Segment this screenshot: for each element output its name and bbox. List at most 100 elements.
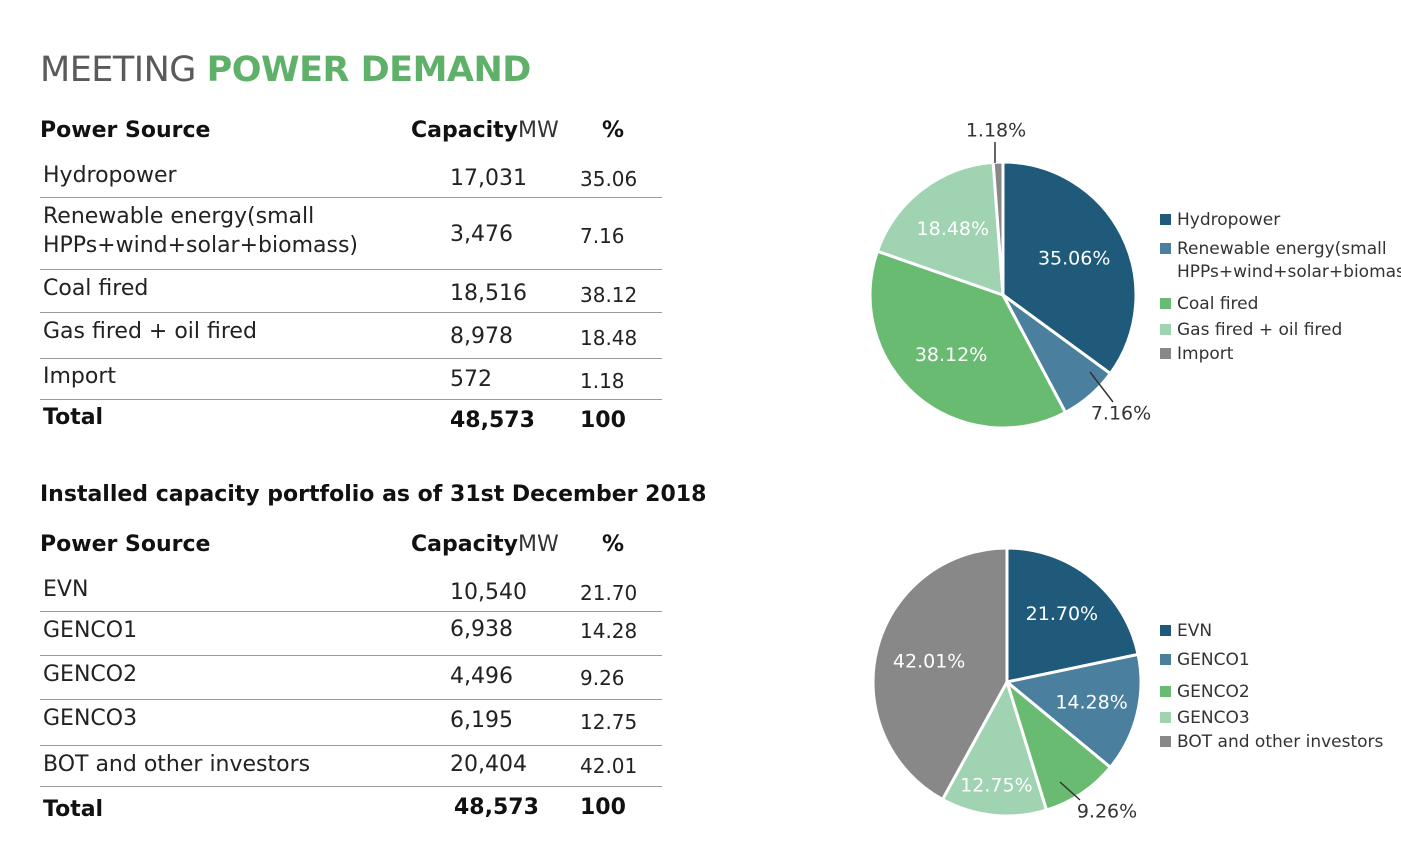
pie-slice bbox=[875, 160, 1005, 298]
legend-label: Hydropower bbox=[1177, 210, 1281, 230]
pie-data-label: 21.70% bbox=[1026, 603, 1098, 625]
pie-data-label: 7.16% bbox=[1091, 403, 1151, 425]
title-part-1: MEETING bbox=[40, 50, 207, 90]
table-row: Coal fired 18,516 38.12 bbox=[40, 270, 662, 313]
pie-data-label: 14.28% bbox=[1055, 691, 1127, 713]
legend-item: Hydropower bbox=[1160, 209, 1280, 231]
row-percent: 18.48 bbox=[580, 326, 638, 350]
pie-data-label: 18.48% bbox=[917, 218, 989, 240]
row-percent: 7.16 bbox=[580, 224, 625, 248]
pie-slice bbox=[1005, 546, 1140, 684]
table-row: Hydropower 17,031 35.06 bbox=[40, 156, 662, 198]
total-label: Total bbox=[43, 405, 104, 430]
legend-swatch bbox=[1160, 712, 1171, 723]
row-capacity: 17,031 bbox=[450, 166, 527, 191]
legend-label: Import bbox=[1177, 344, 1234, 364]
row-capacity: 6,195 bbox=[450, 708, 513, 733]
legend-item: Gas fired + oil fired bbox=[1160, 319, 1342, 341]
legend-label: EVN bbox=[1177, 621, 1213, 641]
legend-swatch bbox=[1160, 736, 1171, 747]
legend-swatch bbox=[1160, 625, 1171, 636]
legend-swatch bbox=[1160, 324, 1171, 335]
row-percent: 9.26 bbox=[580, 666, 625, 690]
table-row: GENCO2 4,496 9.26 bbox=[40, 656, 662, 700]
header-capacity-label: Capacity bbox=[411, 532, 519, 557]
legend-swatch bbox=[1160, 214, 1171, 225]
row-capacity: 8,978 bbox=[450, 324, 513, 349]
legend-swatch bbox=[1160, 298, 1171, 309]
legend-item: Coal fired bbox=[1160, 293, 1258, 315]
total-capacity: 48,573 bbox=[450, 408, 535, 433]
row-source: BOT and other investors bbox=[43, 752, 311, 777]
row-percent: 12.75 bbox=[580, 710, 638, 734]
pie-data-label: 12.75% bbox=[960, 774, 1032, 796]
row-percent: 35.06 bbox=[580, 167, 638, 191]
row-source: Hydropower bbox=[43, 163, 177, 188]
row-percent: 1.18 bbox=[580, 369, 625, 393]
row-source: Import bbox=[43, 364, 117, 389]
pie-data-label: 35.06% bbox=[1038, 247, 1110, 269]
row-capacity: 20,404 bbox=[450, 752, 527, 777]
total-label: Total bbox=[43, 797, 104, 822]
table-header: Power Source Capacity MW % bbox=[40, 532, 662, 570]
row-source: EVN bbox=[43, 577, 89, 602]
legend-label: Coal fired bbox=[1177, 294, 1259, 314]
table-row: EVN 10,540 21.70 bbox=[40, 570, 662, 612]
legend-item: EVN bbox=[1160, 620, 1212, 642]
pie-slice bbox=[871, 546, 1009, 802]
row-capacity: 10,540 bbox=[450, 580, 527, 605]
legend-item: GENCO3 bbox=[1160, 707, 1250, 729]
legend-label: Renewable energy(small HPPs+wind+solar+b… bbox=[1177, 239, 1401, 282]
row-percent: 21.70 bbox=[580, 581, 638, 605]
row-source: GENCO1 bbox=[43, 618, 138, 643]
row-source: Coal fired bbox=[43, 276, 149, 301]
title-part-2: POWER DEMAND bbox=[206, 50, 532, 90]
header-capacity: Capacity MW bbox=[411, 118, 559, 143]
leader-line bbox=[1059, 781, 1081, 801]
pie-slice bbox=[868, 249, 1068, 430]
legend-label: BOT and other investors bbox=[1177, 732, 1384, 752]
header-capacity-unit: MW bbox=[518, 532, 559, 557]
row-capacity: 572 bbox=[450, 367, 492, 392]
table-total-row: Total 48,573 100 bbox=[40, 400, 662, 440]
header-capacity-unit: MW bbox=[518, 118, 559, 143]
legend-label: GENCO3 bbox=[1177, 708, 1250, 728]
legend-item: Import bbox=[1160, 343, 1233, 365]
pie-data-label: 9.26% bbox=[1077, 801, 1137, 823]
row-percent: 38.12 bbox=[580, 283, 638, 307]
power-demand-table: Power Source Capacity MW % Hydropower 17… bbox=[40, 118, 662, 440]
legend-swatch bbox=[1160, 686, 1171, 697]
legend-label: Gas fired + oil fired bbox=[1177, 320, 1343, 340]
table-row: BOT and other investors 20,404 42.01 bbox=[40, 746, 662, 787]
portfolio-subheading: Installed capacity portfolio as of 31st … bbox=[40, 482, 707, 507]
legend-swatch bbox=[1160, 348, 1171, 359]
legend-item: GENCO2 bbox=[1160, 681, 1250, 703]
legend-label: GENCO1 bbox=[1177, 650, 1250, 670]
legend-swatch bbox=[1160, 243, 1171, 254]
legend-item: BOT and other investors bbox=[1160, 731, 1383, 753]
row-source: Renewable energy(small HPPs+wind+solar+b… bbox=[43, 204, 358, 258]
legend-swatch bbox=[1160, 654, 1171, 665]
row-percent: 14.28 bbox=[580, 619, 638, 643]
total-percent: 100 bbox=[580, 408, 626, 433]
leader-line bbox=[1089, 371, 1114, 403]
total-capacity: 48,573 bbox=[454, 795, 539, 820]
legend-item: Renewable energy(small HPPs+wind+solar+b… bbox=[1160, 238, 1401, 284]
header-percent: % bbox=[602, 532, 625, 557]
header-source: Power Source bbox=[40, 118, 211, 143]
legend-label: GENCO2 bbox=[1177, 682, 1250, 702]
legend-item: GENCO1 bbox=[1160, 649, 1250, 671]
portfolio-table: Power Source Capacity MW % EVN 10,540 21… bbox=[40, 532, 662, 827]
header-capacity-label: Capacity bbox=[411, 118, 519, 143]
pie-slice bbox=[991, 160, 1005, 296]
total-percent: 100 bbox=[580, 795, 626, 820]
pie-slice bbox=[1001, 160, 1138, 376]
pie-slice bbox=[1003, 652, 1143, 770]
table-row: Renewable energy(small HPPs+wind+solar+b… bbox=[40, 198, 662, 270]
page-title: MEETING POWER DEMAND bbox=[40, 50, 531, 90]
pie-slice bbox=[1004, 677, 1113, 812]
row-capacity: 6,938 bbox=[450, 617, 513, 642]
pie-data-label: 38.12% bbox=[915, 344, 987, 366]
row-source: Gas fired + oil fired bbox=[43, 319, 257, 344]
